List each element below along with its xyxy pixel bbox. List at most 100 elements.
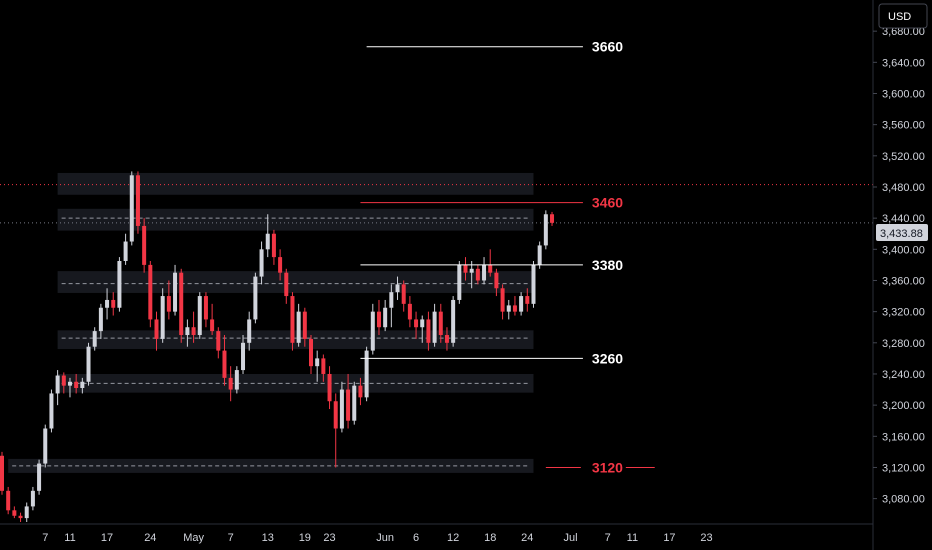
candle-body — [173, 272, 178, 312]
time-tick-label: 12 — [447, 532, 459, 544]
last-price-value: 3,433.88 — [880, 228, 923, 240]
candle-body — [30, 490, 35, 507]
candle-body — [12, 510, 17, 516]
candle-body — [315, 358, 320, 367]
candle-body — [358, 385, 363, 398]
candles-layer — [0, 171, 555, 522]
time-tick-label: 11 — [64, 532, 75, 544]
zone-1 — [57, 208, 534, 231]
dotted-lines-layer — [0, 184, 873, 224]
time-axis[interactable]: 7 11 17 24 May 7 13 19 23 Jun 6 12 18 24 Jul 7 11 17 23 — [0, 523, 873, 544]
zone-0 — [57, 172, 534, 195]
price-axis[interactable]: 3,080.00 3,120.00 3,160.00 3,200.00 3,240.00… — [873, 26, 925, 506]
time-tick-label: 19 — [299, 532, 311, 544]
price-tick-label: 3,440.00 — [882, 213, 925, 225]
candle-body — [179, 272, 184, 336]
time-tick-label: Jun — [376, 532, 394, 544]
candle-body — [463, 264, 468, 273]
candle-body — [438, 311, 443, 336]
candle-body — [49, 393, 54, 429]
price-tick-label: 3,360.00 — [882, 275, 925, 287]
candle-body — [321, 358, 326, 374]
time-tick-label: 23 — [700, 532, 712, 544]
candle-body — [543, 214, 548, 246]
candle-body — [420, 319, 425, 328]
candle-body — [228, 377, 233, 390]
time-tick-label: 7 — [42, 532, 48, 544]
candle-body — [166, 296, 171, 312]
candle-body — [339, 389, 344, 429]
candle-body — [160, 296, 165, 339]
price-tick-label: 3,560.00 — [882, 120, 925, 132]
last-price-badge-frame — [876, 224, 928, 241]
candle-body — [216, 331, 221, 351]
zone-5 — [8, 458, 534, 473]
time-tick-label: 24 — [521, 532, 533, 544]
price-tick-label: 3,280.00 — [882, 338, 925, 350]
candle-body — [253, 276, 258, 320]
candle-body — [383, 307, 388, 328]
price-tick-label: 3,240.00 — [882, 369, 925, 381]
candle-body — [401, 284, 406, 304]
price-tick-label: 3,400.00 — [882, 244, 925, 256]
candle-body — [111, 299, 116, 308]
candle-body — [247, 319, 252, 343]
candle-body — [37, 463, 42, 491]
candle-body — [414, 319, 419, 328]
candle-body — [352, 385, 357, 421]
candle-body — [370, 311, 375, 351]
time-tick-label: 17 — [663, 532, 675, 544]
level-label: 3260 — [592, 350, 623, 366]
candle-body — [346, 389, 351, 421]
candle-body — [550, 214, 555, 223]
candle-body — [531, 264, 536, 304]
price-tick-label: 3,600.00 — [882, 88, 925, 100]
candle-body — [389, 292, 394, 308]
currency-badge[interactable]: USD — [878, 3, 928, 29]
zones-layer — [8, 172, 534, 473]
candle-body — [284, 272, 289, 297]
candle-body — [444, 335, 449, 343]
level-3120: 3120 — [545, 459, 655, 475]
candle-body — [142, 225, 147, 265]
candle-body — [426, 319, 431, 343]
candle-body — [6, 490, 11, 511]
candle-body — [234, 370, 239, 390]
candle-body — [290, 296, 295, 343]
candle-body — [327, 373, 332, 402]
candle-body — [488, 264, 493, 273]
candle-body — [475, 268, 480, 281]
price-tick-label: 3,480.00 — [882, 182, 925, 194]
candle-body — [154, 319, 159, 339]
price-tick-label: 3,680.00 — [882, 26, 925, 38]
candle-body — [407, 303, 412, 320]
price-tick-label: 3,640.00 — [882, 57, 925, 69]
price-tick-label: 3,320.00 — [882, 307, 925, 319]
level-3380: 3380 — [360, 257, 623, 273]
candle-body — [74, 381, 79, 388]
candle-body — [129, 175, 134, 242]
time-tick-label: 13 — [262, 532, 274, 544]
candle-body — [302, 311, 307, 339]
level-3660: 3660 — [366, 39, 623, 55]
time-tick-label: 18 — [484, 532, 496, 544]
candle-body — [395, 284, 400, 293]
candle-body — [98, 307, 103, 332]
candle-body — [24, 506, 29, 519]
price-tick-label: 3,160.00 — [882, 431, 925, 443]
currency-label: USD — [888, 11, 911, 23]
level-3260: 3260 — [360, 350, 623, 366]
level-label: 3460 — [592, 195, 623, 211]
candle-body — [259, 249, 264, 277]
candle-body — [309, 338, 313, 367]
candle-body — [451, 299, 456, 343]
candle-body — [0, 455, 4, 491]
candle-body — [197, 296, 202, 336]
candle-body — [494, 272, 499, 289]
candle-body — [86, 346, 91, 382]
candle-body — [80, 381, 85, 388]
candle-body — [265, 233, 270, 250]
candle-body — [105, 299, 110, 308]
candle-body — [43, 428, 48, 464]
